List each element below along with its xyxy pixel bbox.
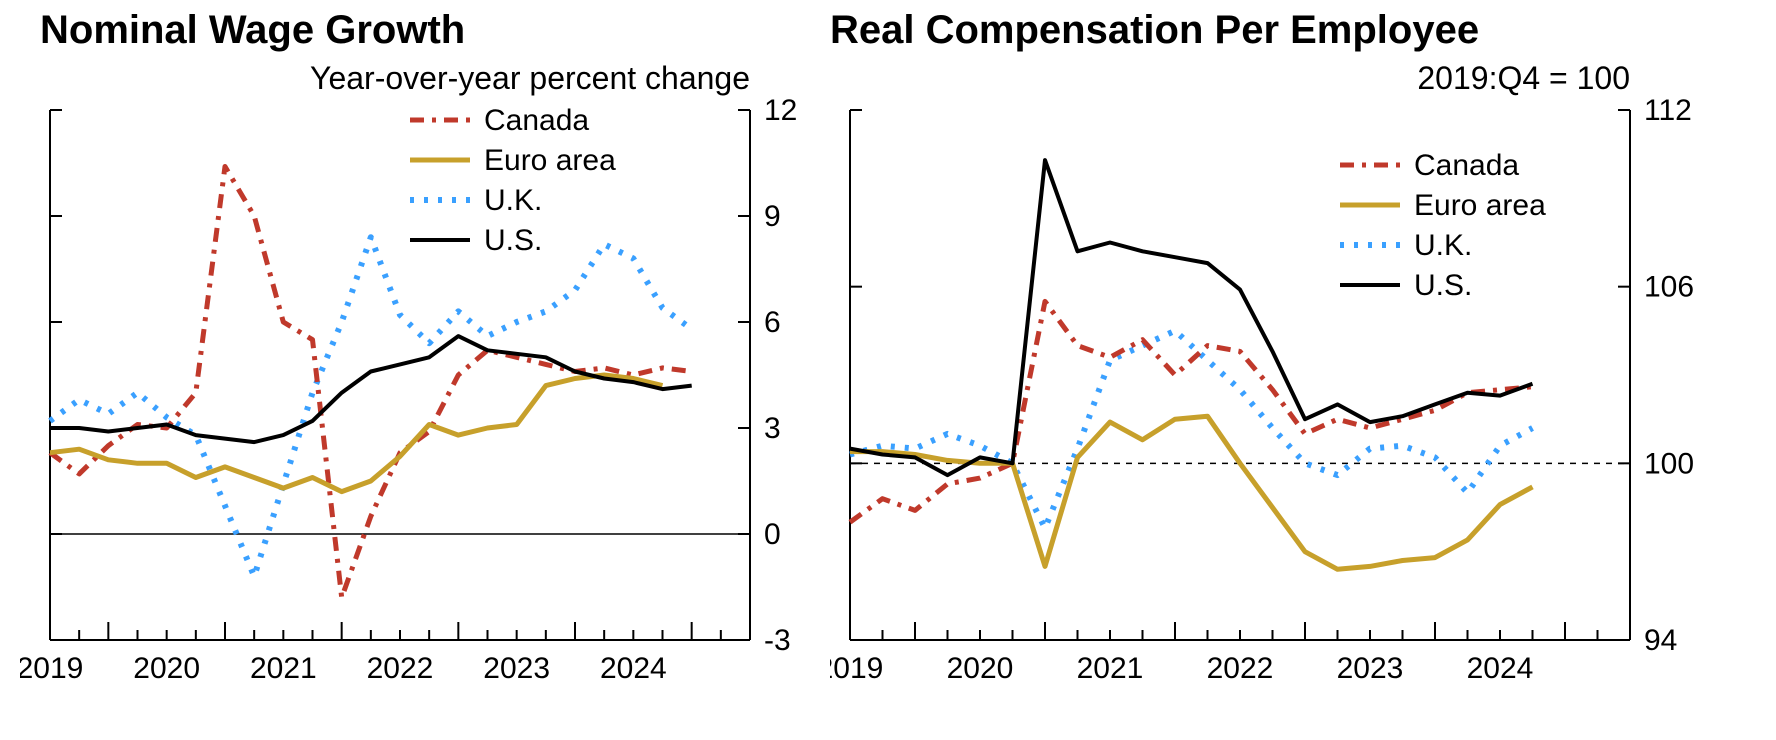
x-tick-label: 2020 xyxy=(947,652,1014,685)
panel-nominal-wage-growth: Nominal Wage Growth Year-over-year percen… xyxy=(20,0,840,740)
legend-label-uk: U.K. xyxy=(484,184,542,217)
y-tick-label: 112 xyxy=(1644,94,1692,127)
legend-label-euro: Euro area xyxy=(1414,189,1546,222)
y-tick-label: 94 xyxy=(1644,624,1677,657)
x-tick-label: 2022 xyxy=(1207,652,1274,685)
y-tick-label: 3 xyxy=(764,412,781,445)
chart-subtitle: Year-over-year percent change xyxy=(310,60,750,97)
x-tick-label: 2024 xyxy=(1467,652,1534,685)
y-tick-label: 0 xyxy=(764,518,781,551)
x-tick-label: 2021 xyxy=(1077,652,1144,685)
x-tick-label: 2024 xyxy=(600,652,667,685)
chart-title: Real Compensation Per Employee xyxy=(830,8,1479,53)
y-tick-label: 9 xyxy=(764,200,781,233)
legend-label-euro: Euro area xyxy=(484,144,616,177)
panel-real-compensation: Real Compensation Per Employee 2019:Q4 = … xyxy=(830,0,1760,740)
page: Nominal Wage Growth Year-over-year percen… xyxy=(0,0,1776,740)
legend-label-us: U.S. xyxy=(1414,269,1472,302)
x-tick-label: 2019 xyxy=(830,652,883,685)
series-line-canada xyxy=(850,301,1533,522)
legend-label-canada: Canada xyxy=(484,104,589,137)
series-line-uk xyxy=(50,237,692,576)
y-tick-label: -3 xyxy=(764,624,791,657)
x-tick-label: 2020 xyxy=(133,652,200,685)
x-tick-label: 2021 xyxy=(250,652,317,685)
y-tick-label: 6 xyxy=(764,306,781,339)
x-tick-label: 2023 xyxy=(1337,652,1404,685)
y-tick-label: 12 xyxy=(764,94,797,127)
x-tick-label: 2019 xyxy=(20,652,83,685)
legend-label-us: U.S. xyxy=(484,224,542,257)
y-tick-label: 100 xyxy=(1644,447,1694,480)
chart-svg: 94 100 106 112 2019 2020 2021 2022 2023 2024 Canad… xyxy=(830,0,1760,740)
legend-label-canada: Canada xyxy=(1414,149,1519,182)
chart-subtitle: 2019:Q4 = 100 xyxy=(1417,60,1630,97)
series-line-euro xyxy=(50,375,663,492)
legend-label-uk: U.K. xyxy=(1414,229,1472,262)
series-line-canada xyxy=(50,167,692,598)
chart-title: Nominal Wage Growth xyxy=(40,8,465,53)
series-line-euro xyxy=(850,416,1533,569)
x-tick-label: 2023 xyxy=(483,652,550,685)
y-tick-label: 106 xyxy=(1644,271,1694,304)
x-tick-label: 2022 xyxy=(367,652,434,685)
chart-svg: -3 0 3 6 9 12 2019 2020 2021 2022 2023 2024 Canada Eu… xyxy=(20,0,840,740)
series-line-us xyxy=(50,336,692,442)
